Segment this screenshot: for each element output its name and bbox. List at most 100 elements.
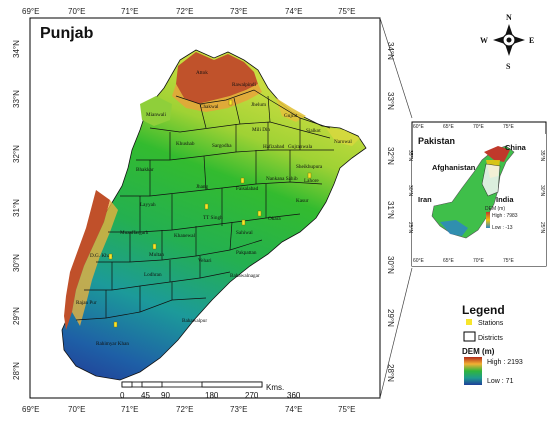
y-tick-left: 28°N <box>12 362 21 380</box>
district-label: Kasur <box>296 198 309 204</box>
x-tick-bottom: 71°E <box>121 405 138 414</box>
district-label: Muzaffargarh <box>120 229 149 236</box>
district-label: Vehari <box>198 258 212 264</box>
district-label: Mili Din <box>252 127 270 133</box>
y-tick-right: 31°N <box>386 201 395 219</box>
x-tick-bottom: 74°E <box>285 405 302 414</box>
district-label: Layyah <box>140 202 156 208</box>
station-marker <box>228 99 233 106</box>
inset-dem-high: High : 7983 <box>492 213 518 219</box>
district-label: Mianwali <box>146 112 166 118</box>
x-tick-bottom: 72°E <box>176 405 193 414</box>
x-tick-top: 70°E <box>68 7 85 16</box>
district-label: Pakpattan <box>236 250 257 256</box>
district-label: Bahawalnagar <box>230 273 260 279</box>
scale-bar: Kms. 0 45 90 180 270 360 <box>120 381 301 400</box>
station-marker <box>257 210 262 217</box>
x-tick-bottom: 70°E <box>68 405 85 414</box>
legend-low: Low : 71 <box>487 378 514 385</box>
district-label: Sargodha <box>212 143 232 149</box>
compass-rose: N S E W <box>480 13 534 71</box>
y-tick-left: 32°N <box>12 145 21 163</box>
compass-w: W <box>480 36 488 45</box>
svg-text:65°E: 65°E <box>443 258 455 264</box>
district-label: Multan <box>149 252 164 258</box>
inset-country: Afghanistan <box>432 163 476 172</box>
compass-s: S <box>506 62 511 71</box>
district-label: Hafizabad <box>263 143 285 150</box>
northern-highland-edge <box>172 84 262 112</box>
scale-label: 270 <box>245 391 259 400</box>
station-marker <box>113 321 118 328</box>
connector-line <box>379 267 413 399</box>
x-tick-top: 74°E <box>285 7 302 16</box>
eastern-foothills <box>276 98 306 122</box>
district-label: Khanewal <box>174 233 196 239</box>
x-tick-top: 71°E <box>121 7 138 16</box>
inset-map: Pakistan China Afghanistan India Iran 60… <box>407 121 547 267</box>
scale-unit: Kms. <box>266 383 284 392</box>
district-boundaries <box>75 89 334 321</box>
scale-label: 360 <box>287 391 301 400</box>
y-tick-right: 33°N <box>386 92 395 110</box>
x-tick-bottom: 75°E <box>338 405 355 414</box>
station-marker <box>307 172 312 179</box>
scale-label: 180 <box>205 391 219 400</box>
x-tick-top: 69°E <box>22 7 39 16</box>
map-title: Punjab <box>40 25 94 42</box>
x-tick-bottom: 69°E <box>22 405 39 414</box>
inset-country: Iran <box>418 195 432 204</box>
svg-text:60°E: 60°E <box>413 124 425 130</box>
inset-dem-title: DEM (m) <box>485 206 505 212</box>
district-label: Jhang <box>196 184 209 190</box>
western-range-edge <box>72 200 118 326</box>
legend-title: Legend <box>462 303 505 317</box>
western-range <box>64 190 110 330</box>
district-label: Lahore <box>304 178 319 184</box>
district-label: Attok <box>196 70 208 76</box>
compass-n: N <box>506 13 512 22</box>
district-label: Chakwal <box>200 104 219 110</box>
y-tick-right: 30°N <box>386 256 395 274</box>
svg-text:25°N: 25°N <box>407 222 413 234</box>
district-label: Jhelum <box>251 102 266 108</box>
svg-text:35°N: 35°N <box>539 150 545 162</box>
y-tick-left: 34°N <box>12 40 21 58</box>
legend-high: High : 2193 <box>487 359 523 366</box>
y-tick-left: 31°N <box>12 199 21 217</box>
district-label: Rajan Pur <box>76 300 97 306</box>
x-tick-top: 72°E <box>176 7 193 16</box>
svg-text:70°E: 70°E <box>473 124 485 130</box>
inset-country: India <box>496 195 514 204</box>
y-tick-right: 28°N <box>386 364 395 382</box>
station-marker <box>204 203 209 210</box>
x-tick-bottom: 73°E <box>230 405 247 414</box>
station-marker <box>108 253 113 260</box>
svg-text:75°E: 75°E <box>503 258 515 264</box>
scale-label: 90 <box>161 391 170 400</box>
district-label: D.G. Khan <box>90 253 113 259</box>
y-tick-right: 29°N <box>386 309 395 327</box>
district-label: Rahimyar Khan <box>96 341 129 347</box>
district-label: Sahiwal <box>236 230 253 236</box>
main-y-ticks: 34°N 33°N 32°N 31°N 30°N 29°N 28°N 34°N … <box>12 40 395 382</box>
svg-text:30°N: 30°N <box>539 185 545 197</box>
connector-line <box>379 17 413 119</box>
district-label: Lodhran <box>144 272 162 278</box>
station-marker <box>241 219 246 226</box>
y-tick-left: 30°N <box>12 254 21 272</box>
district-label: Sheikhupura <box>296 164 323 170</box>
northwest-hills <box>140 96 172 126</box>
district-label: Bahawalpur <box>182 318 207 324</box>
northeast-edge <box>326 128 360 146</box>
svg-text:65°E: 65°E <box>443 124 455 130</box>
station-marker <box>152 243 157 250</box>
district-label: Gujrat <box>284 113 298 119</box>
district-label: Okara <box>268 216 281 222</box>
inset-dem-low: Low : -13 <box>492 225 513 231</box>
scale-label: 0 <box>120 391 125 400</box>
x-tick-top: 75°E <box>338 7 355 16</box>
inset-title: Pakistan <box>418 136 455 146</box>
district-label: Sialkot <box>306 128 321 134</box>
